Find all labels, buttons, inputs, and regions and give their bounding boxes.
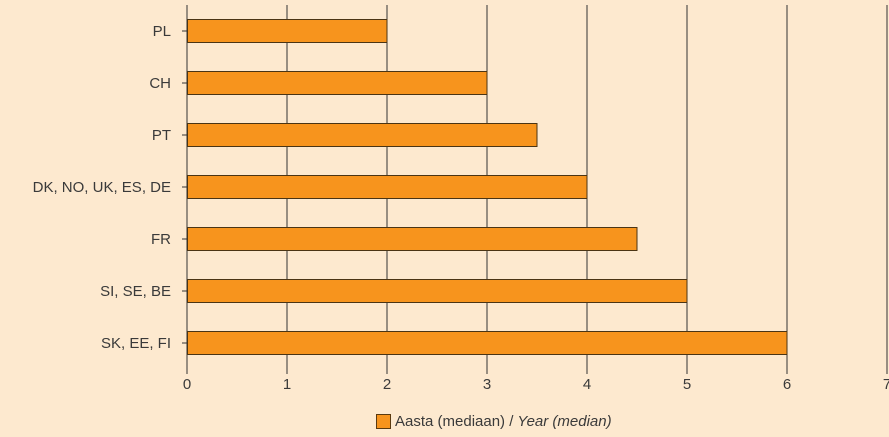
category-label: PL [153, 23, 171, 40]
bar [187, 331, 788, 355]
legend: Aasta (mediaan) / Year (median) [376, 413, 612, 430]
bar [187, 227, 638, 251]
category-label: FR [151, 231, 171, 248]
legend-label-english: Year (median) [517, 413, 612, 430]
x-tick-label: 3 [483, 376, 491, 393]
category-label: SI, SE, BE [100, 283, 171, 300]
bar [187, 123, 538, 147]
category-label: CH [149, 75, 171, 92]
x-tick-label: 5 [683, 376, 691, 393]
category-label: PT [152, 127, 171, 144]
bar [187, 19, 388, 43]
bar [187, 279, 688, 303]
x-tick-label: 1 [283, 376, 291, 393]
x-tick-label: 4 [583, 376, 591, 393]
category-label: DK, NO, UK, ES, DE [33, 179, 171, 196]
category-label: SK, EE, FI [101, 335, 171, 352]
x-tick-label: 0 [183, 376, 191, 393]
bar [187, 71, 488, 95]
x-tick-label: 7 [883, 376, 889, 393]
bar [187, 175, 588, 199]
x-tick-label: 2 [383, 376, 391, 393]
legend-label-estonian: Aasta (mediaan) / [395, 413, 514, 430]
x-tick-label: 6 [783, 376, 791, 393]
legend-swatch [376, 414, 391, 429]
